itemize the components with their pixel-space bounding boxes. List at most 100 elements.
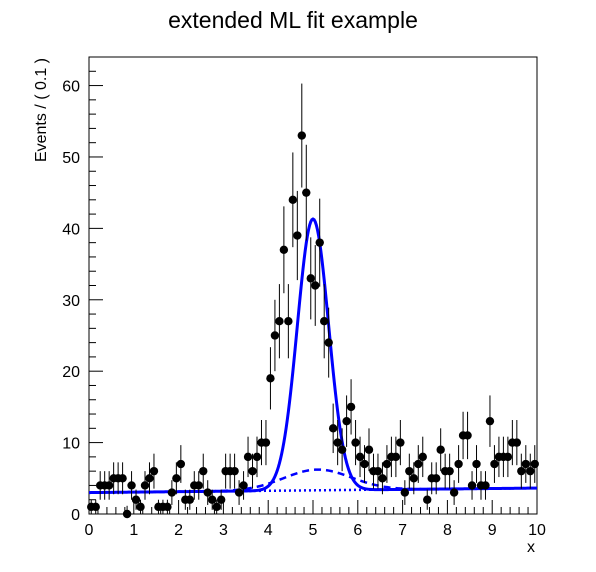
y-tick-label: 60	[62, 79, 80, 96]
point-marker	[400, 488, 410, 497]
y-tick-label: 40	[62, 221, 80, 238]
point-marker	[131, 495, 141, 504]
point-marker	[243, 452, 253, 462]
point-marker	[351, 438, 360, 447]
point-marker	[342, 416, 351, 426]
data-point	[279, 206, 289, 294]
point-marker	[382, 459, 392, 469]
data-point	[526, 453, 535, 489]
point-marker	[261, 438, 271, 447]
data-point	[346, 379, 356, 435]
point-marker	[145, 474, 154, 483]
point-marker	[127, 481, 136, 490]
data-point	[149, 453, 159, 489]
data-point	[199, 453, 208, 489]
point-marker	[481, 481, 490, 490]
point-marker	[315, 238, 324, 247]
x-tick-label: 3	[219, 522, 228, 539]
data-point	[302, 144, 311, 241]
data-point	[270, 299, 280, 372]
point-marker	[333, 438, 342, 447]
y-tick-label: 10	[62, 436, 80, 453]
point-marker	[163, 502, 172, 512]
data-point	[481, 471, 490, 500]
point-marker	[293, 231, 302, 240]
point-marker	[284, 317, 293, 326]
data-point	[176, 445, 186, 483]
point-marker	[203, 488, 212, 497]
y-tick-label: 20	[62, 364, 80, 381]
data-point	[490, 445, 499, 483]
data-point	[328, 403, 338, 454]
point-marker	[297, 131, 306, 140]
data-points	[87, 83, 539, 519]
data-point	[337, 428, 347, 472]
x-tick-label: 5	[309, 522, 318, 539]
point-marker	[337, 445, 347, 454]
x-tick-label: 6	[353, 522, 362, 539]
point-marker	[414, 459, 423, 469]
y-tick-label: 50	[62, 150, 80, 167]
x-tick-label: 0	[85, 522, 94, 539]
data-point	[396, 420, 405, 466]
point-marker	[432, 474, 441, 483]
data-point	[275, 284, 284, 359]
data-point	[391, 436, 401, 478]
data-point	[266, 347, 275, 410]
point-marker	[266, 374, 275, 383]
x-tick-label: 10	[528, 522, 546, 539]
point-marker	[320, 317, 329, 326]
point-marker	[208, 495, 217, 504]
data-point	[140, 471, 150, 500]
y-axis-label: Events / ( 0.1 )	[33, 58, 50, 162]
point-marker	[230, 466, 239, 476]
point-marker	[360, 459, 369, 469]
data-point	[118, 462, 127, 495]
data-point	[382, 445, 392, 483]
data-point	[445, 453, 454, 489]
point-marker	[364, 445, 374, 454]
data-point	[405, 453, 414, 489]
data-point	[131, 489, 141, 510]
data-point	[136, 499, 145, 514]
x-tick-label: 4	[264, 522, 273, 539]
point-marker	[396, 438, 405, 447]
data-point	[364, 428, 374, 472]
point-marker	[490, 459, 499, 469]
point-marker	[418, 452, 427, 462]
point-marker	[239, 481, 248, 490]
point-marker	[467, 481, 477, 490]
data-point	[400, 480, 410, 505]
data-point	[172, 462, 181, 495]
data-point	[530, 445, 539, 483]
data-point	[315, 198, 324, 287]
data-point	[449, 480, 459, 505]
point-marker	[275, 317, 284, 326]
data-point	[243, 436, 253, 478]
data-point	[378, 462, 387, 495]
data-point	[288, 152, 298, 248]
point-marker	[279, 245, 289, 254]
data-point	[145, 462, 154, 495]
data-point	[463, 411, 472, 460]
data-point	[297, 83, 306, 188]
x-tick-label: 9	[488, 522, 497, 539]
point-marker	[409, 474, 418, 483]
point-marker	[503, 452, 513, 462]
data-point	[167, 480, 177, 505]
data-point	[521, 445, 530, 483]
data-point	[324, 307, 333, 378]
point-marker	[445, 466, 454, 476]
data-point	[248, 453, 257, 489]
point-marker	[436, 445, 445, 454]
data-point	[409, 462, 418, 495]
x-tick-label: 7	[398, 522, 407, 539]
point-marker	[391, 452, 401, 462]
data-point	[252, 436, 262, 478]
point-marker	[472, 459, 481, 469]
data-point	[230, 453, 239, 489]
point-marker	[324, 338, 333, 347]
data-point	[261, 420, 271, 466]
data-point	[423, 489, 432, 510]
point-marker	[216, 495, 226, 504]
